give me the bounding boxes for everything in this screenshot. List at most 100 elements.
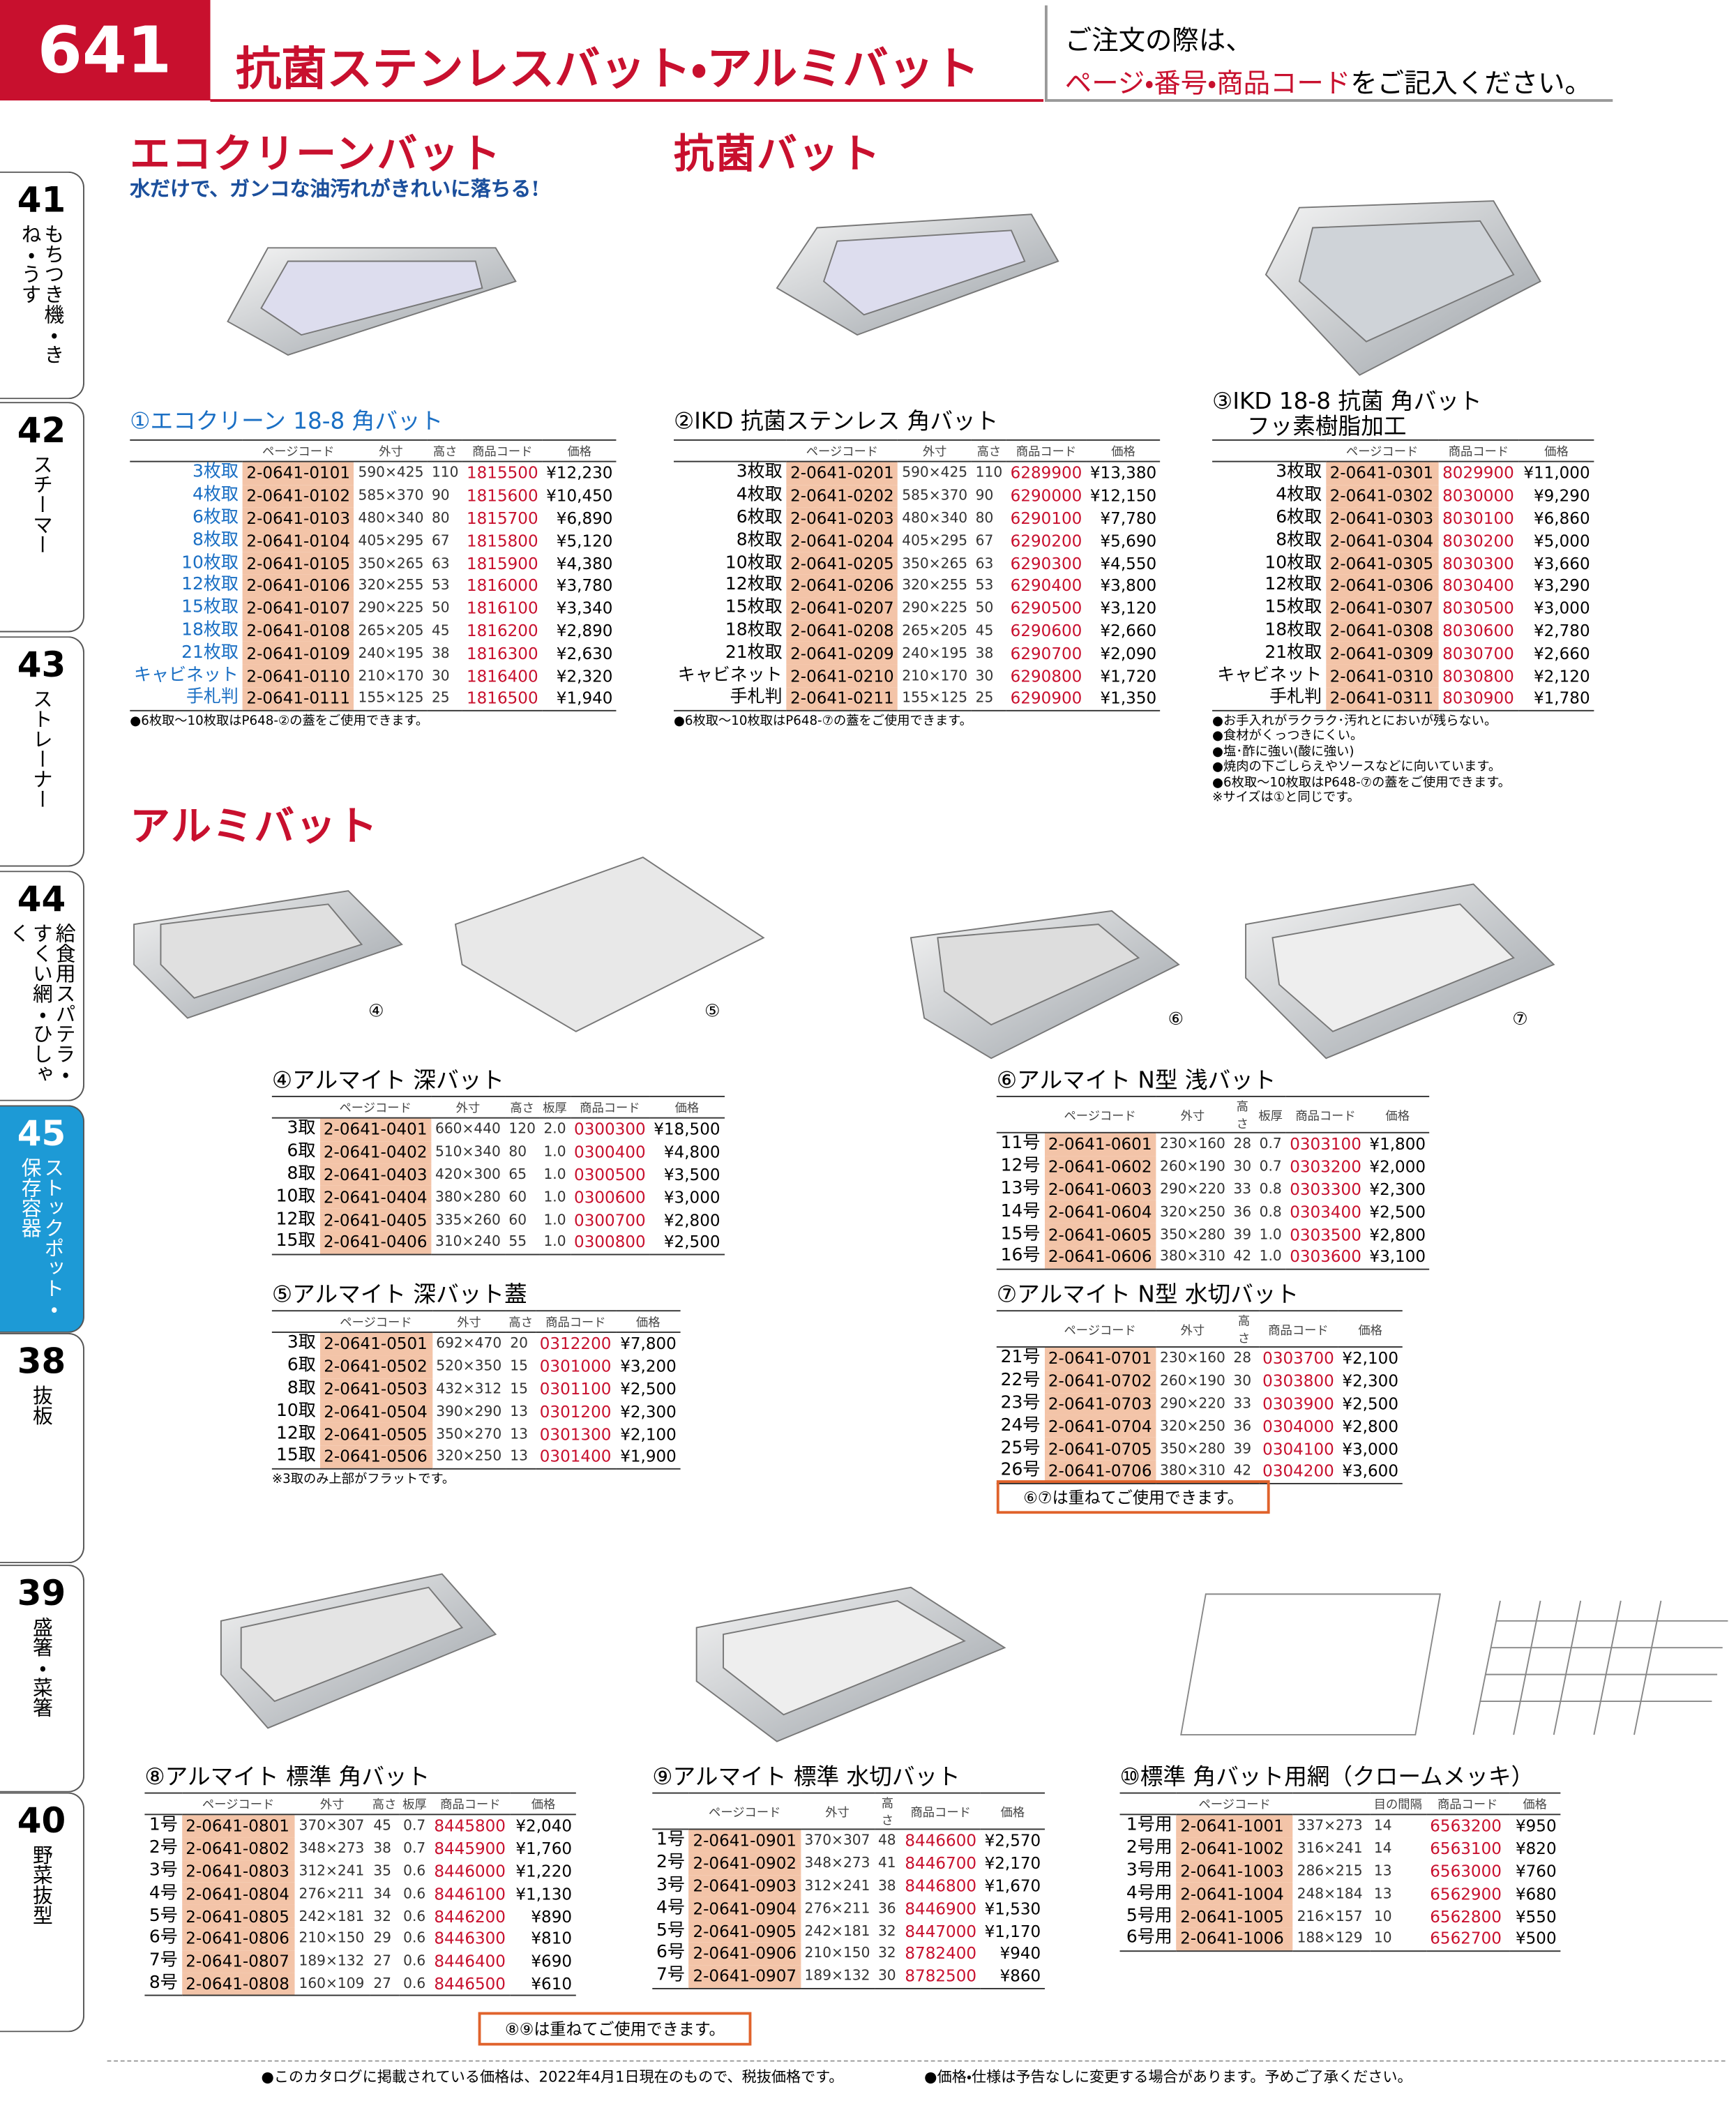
spec-table: ページコード 外寸 高さ 商品コード 価格 3取 2-0641-0501 692×470 20 0… xyxy=(271,1310,681,1470)
cell: 8030100 xyxy=(1442,508,1514,528)
cell: 370×307 xyxy=(299,1818,365,1834)
cell: ¥610 xyxy=(511,1973,576,1997)
row-label: 18枚取 xyxy=(1265,620,1322,640)
row-label: キャビネット xyxy=(134,665,239,686)
note: ●6枚取～10枚取はP648-⑦の蓋をご使用できます。 xyxy=(674,714,972,729)
cell: ¥12,150 xyxy=(1089,486,1157,506)
cell: 35 xyxy=(373,1863,392,1880)
row-label: 12枚取 xyxy=(725,575,783,596)
header-row: ページコード 外寸 高さ 商品コード 価格 xyxy=(996,1310,1403,1348)
cell: ¥950 xyxy=(1515,1816,1557,1836)
header-cell: 高さ xyxy=(1229,1095,1255,1133)
cell: ¥1,130 xyxy=(515,1884,573,1904)
cell: 420×300 xyxy=(435,1166,501,1183)
cell: 2-0641-0701 xyxy=(1044,1347,1156,1371)
tab-number: 40 xyxy=(17,1802,66,1842)
cell: 8030500 xyxy=(1442,598,1514,618)
cell: ¥2,120 xyxy=(1533,666,1590,686)
header-cell: ページコード xyxy=(1044,1095,1156,1133)
cell: ¥680 xyxy=(1515,1884,1557,1904)
cell: 32 xyxy=(373,1908,392,1924)
cell: 1.0 xyxy=(539,1230,571,1256)
cell: 350×280 xyxy=(1160,1440,1225,1457)
spec-row: 23号 2-0641-0703 290×220 33 0303900 ¥2,500 xyxy=(997,1392,1403,1415)
cell: ¥13,380 xyxy=(1089,464,1157,483)
cell: 2-0641-0203 xyxy=(786,507,898,530)
cell: ¥5,120 xyxy=(556,532,613,550)
row-label: 6号用 xyxy=(1119,1927,1177,1952)
cell: 2-0641-0906 xyxy=(688,1942,801,1965)
header-cell: ページコード xyxy=(242,439,354,462)
tab-number: 45 xyxy=(17,1114,66,1155)
cell: 2-0641-0404 xyxy=(319,1186,432,1209)
cell: 348×273 xyxy=(804,1855,870,1872)
cell: ¥1,940 xyxy=(542,687,617,711)
spec-row: 10取 2-0641-0404 380×280 60 1.0 0300600 ¥3,000 xyxy=(272,1186,724,1209)
cell: 2-0641-0505 xyxy=(319,1422,432,1446)
cell: ¥2,780 xyxy=(1533,621,1590,640)
cell: 0300300 xyxy=(574,1120,646,1140)
tab-label: 抜板 xyxy=(30,1385,54,1426)
header-cell: ページコード xyxy=(181,1792,295,1816)
cell: 45 xyxy=(975,622,994,640)
cell: 248×184 xyxy=(1297,1885,1363,1902)
spec-row: 15取 2-0641-0406 310×240 55 1.0 0300800 ¥2,500 xyxy=(271,1230,725,1256)
cell: 2-0641-0111 xyxy=(242,687,354,711)
cell: 41 xyxy=(877,1855,896,1872)
header-cell: 外寸 xyxy=(800,1792,875,1830)
cell: 8446300 xyxy=(434,1929,506,1949)
header-cell xyxy=(130,439,243,462)
cell: 242×181 xyxy=(299,1908,365,1924)
cell: 2-0641-0306 xyxy=(1325,574,1439,598)
cell: 0304200 xyxy=(1258,1460,1338,1484)
cell: 1815600 xyxy=(466,486,538,506)
cell: 242×181 xyxy=(804,1923,870,1940)
cell: 10 xyxy=(1370,1927,1426,1952)
cell: 0304000 xyxy=(1262,1417,1334,1436)
row-label: 1号用 xyxy=(1126,1816,1172,1836)
spec-row: 1号 2-0641-0801 370×307 45 0.7 8445800 ¥2,040 xyxy=(144,1814,575,1838)
cell: 0300400 xyxy=(574,1143,646,1162)
cell: 2-0641-0903 xyxy=(688,1874,801,1898)
cell: 33 xyxy=(1233,1181,1252,1198)
order-note-red: ページ・番号・商品コード xyxy=(1064,67,1351,100)
cell: 210×170 xyxy=(358,668,424,684)
spec-row: 25号 2-0641-0705 350×280 39 0304100 ¥3,000 xyxy=(997,1438,1403,1461)
spec-row: 8枚取 2-0641-0104 405×295 67 1815800 ¥5,120 xyxy=(130,529,617,552)
row-label: 6枚取 xyxy=(1276,507,1322,528)
cell: ¥2,570 xyxy=(984,1832,1041,1851)
note: ●お手入れがラクラク･汚れとにおいが残らない。 xyxy=(1212,714,1497,729)
header-cell: ページコード xyxy=(319,1095,432,1119)
header-cell: 商品コード xyxy=(570,1095,650,1119)
header-cell: 商品コード xyxy=(1258,1310,1338,1348)
cell: 276×211 xyxy=(299,1885,365,1902)
cell: ¥2,170 xyxy=(984,1854,1041,1874)
row-label: 6枚取 xyxy=(193,507,239,528)
cell: 0.7 xyxy=(1259,1136,1282,1153)
cell: 110 xyxy=(431,465,459,482)
cell: 67 xyxy=(975,532,994,549)
product-title: ⑩標準 角バット用網（クロームメッキ） xyxy=(1119,1764,1534,1791)
header-cell: 高さ xyxy=(506,1310,536,1333)
cell: 290×220 xyxy=(1160,1181,1225,1198)
cell: ¥2,090 xyxy=(1100,644,1157,663)
cell: 2-0641-0803 xyxy=(181,1860,295,1883)
product-title: ⑥アルマイト N型 浅バット xyxy=(996,1067,1276,1095)
cell: ¥2,890 xyxy=(556,621,613,640)
spec-row: 18枚取 2-0641-0108 265×205 45 1816200 ¥2,890 xyxy=(130,619,617,642)
cell: 0303500 xyxy=(1290,1225,1361,1244)
cell: 29 xyxy=(373,1931,392,1947)
cell: 2-0641-0503 xyxy=(319,1378,432,1401)
row-label: 3取 xyxy=(287,1119,316,1140)
cell: 265×205 xyxy=(358,622,424,640)
cell: 13 xyxy=(510,1403,528,1420)
cell: 0303900 xyxy=(1262,1394,1334,1414)
cell: 0303700 xyxy=(1262,1349,1334,1369)
spec-row: 3枚取 2-0641-0101 590×425 110 1815500 ¥12,230 xyxy=(130,461,617,485)
product-title: ④アルマイト 深バット xyxy=(271,1067,505,1095)
cell: 6562800 xyxy=(1430,1906,1502,1926)
header-cell: 高さ xyxy=(369,1792,400,1816)
cell: 28 xyxy=(1233,1350,1252,1367)
cell: 2-0641-0101 xyxy=(242,461,354,485)
